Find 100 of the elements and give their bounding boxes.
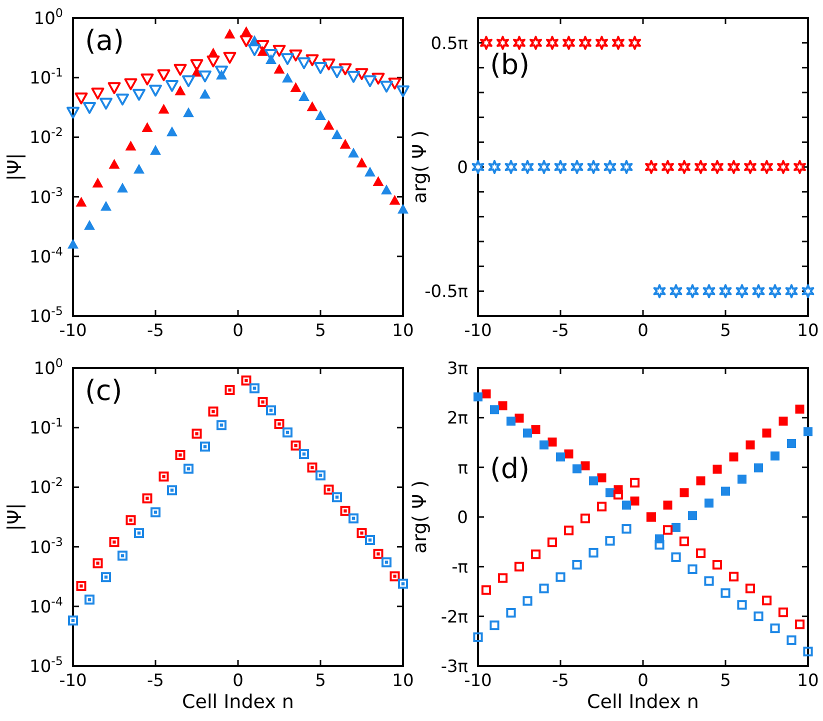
point: [274, 418, 284, 429]
y-tick-label: -π: [452, 558, 468, 578]
point: [604, 160, 616, 174]
point: [324, 484, 334, 495]
point: [100, 98, 112, 110]
point: [248, 44, 261, 56]
point: [91, 88, 104, 100]
point: [596, 502, 607, 512]
point: [83, 102, 96, 114]
point: [762, 596, 772, 606]
point: [167, 485, 177, 496]
point: [348, 513, 358, 524]
point: [474, 392, 482, 402]
point: [754, 463, 763, 472]
point: [396, 85, 410, 98]
point: [696, 548, 706, 558]
point: [589, 476, 598, 486]
point: [803, 646, 813, 656]
point: [380, 80, 393, 93]
point: [530, 550, 541, 560]
point: [282, 72, 293, 83]
point: [223, 52, 236, 64]
point: [149, 84, 162, 97]
y-tick-label: 10$^{-3}$: [30, 184, 63, 208]
point: [307, 462, 318, 473]
y-tick-label: 2π: [446, 408, 468, 429]
point: [787, 438, 796, 448]
point: [653, 284, 666, 298]
point: [125, 140, 136, 150]
y-tick-label: π: [458, 458, 468, 478]
point: [472, 160, 484, 174]
point: [570, 160, 584, 174]
point: [794, 620, 805, 630]
point: [795, 404, 804, 414]
point: [316, 470, 326, 480]
point: [68, 616, 78, 626]
x-tick-label: 5: [315, 671, 326, 691]
point: [290, 82, 302, 92]
point: [390, 571, 400, 582]
point: [662, 525, 673, 535]
point: [266, 405, 276, 416]
point: [688, 564, 698, 574]
point: [92, 558, 103, 568]
point: [786, 635, 796, 645]
point: [622, 500, 631, 510]
point: [272, 44, 286, 57]
point: [200, 88, 210, 99]
y-tick-label: 10$^{-4}$: [30, 244, 63, 268]
point: [74, 92, 88, 104]
point: [704, 576, 714, 586]
point: [678, 160, 690, 174]
x-tick-label: -5: [147, 321, 164, 341]
point: [506, 416, 516, 426]
point: [182, 75, 195, 88]
point: [538, 160, 550, 174]
point: [132, 88, 146, 101]
point: [157, 69, 170, 82]
point: [66, 106, 80, 119]
point: [274, 64, 285, 74]
point: [606, 488, 614, 498]
point: [117, 182, 128, 192]
point: [192, 428, 202, 439]
point: [208, 406, 218, 417]
point: [347, 70, 360, 83]
point: [514, 562, 524, 572]
point: [299, 449, 309, 460]
point: [100, 200, 112, 211]
point: [513, 36, 526, 50]
point: [556, 452, 565, 462]
point: [554, 160, 567, 174]
point: [356, 528, 367, 538]
point: [76, 196, 87, 207]
point: [672, 522, 680, 532]
point: [330, 66, 344, 78]
point: [504, 160, 518, 174]
annotation: (d): [490, 452, 530, 485]
point: [388, 78, 402, 90]
annotation: (a): [85, 24, 124, 57]
point: [482, 389, 491, 398]
point: [124, 78, 138, 90]
point: [142, 493, 152, 504]
point: [490, 620, 500, 630]
point: [355, 68, 368, 80]
point: [686, 284, 699, 298]
x-tick-label: -5: [552, 671, 569, 691]
point: [670, 284, 682, 298]
y-tick-label: 0: [457, 508, 468, 528]
point: [738, 474, 746, 484]
x-tick-label: 10: [392, 671, 414, 691]
point: [175, 450, 186, 460]
point: [92, 178, 104, 188]
annotation: (c): [85, 374, 122, 407]
point: [150, 507, 160, 518]
point: [613, 490, 624, 500]
point: [166, 80, 178, 92]
x-axis-title: Cell Index n: [182, 691, 294, 713]
point: [158, 472, 169, 482]
point: [224, 28, 236, 38]
point: [622, 524, 632, 534]
point: [548, 438, 557, 447]
